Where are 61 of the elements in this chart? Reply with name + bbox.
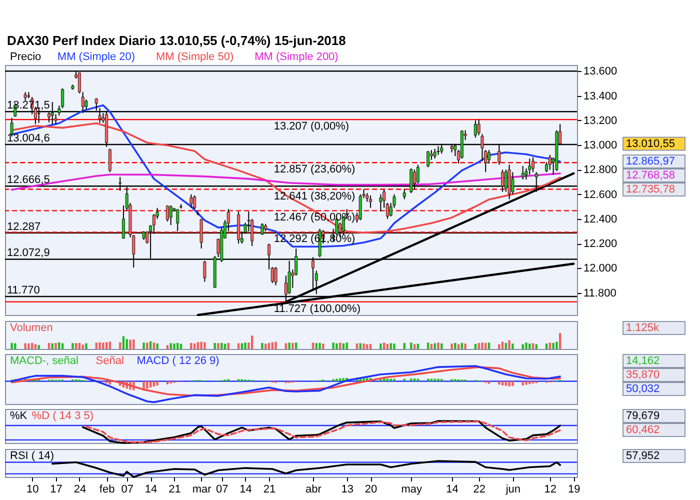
- x-tick-label: 10: [26, 484, 39, 496]
- x-tick-label: 19: [568, 484, 580, 496]
- ref-line-label: 11.770: [7, 284, 40, 297]
- y-tick-label: 13.400: [584, 90, 618, 102]
- x-tick-label: may: [401, 484, 423, 496]
- x-tick-label: abr: [306, 484, 322, 496]
- text: 50,032: [626, 383, 660, 395]
- text: MM (Simple 200): [254, 51, 338, 63]
- text: MM (Simple 20): [57, 51, 136, 63]
- ref-line-label: 12.287: [7, 220, 41, 233]
- x-tick-label: 21: [168, 484, 181, 496]
- y-tick-label: 13.600: [584, 66, 618, 78]
- y-tick-label: 12.600: [584, 188, 618, 201]
- text: MM (Simple 50): [156, 51, 234, 63]
- ref-line-label: 13.207 (0,00%): [274, 120, 350, 133]
- chart-title: DAX30 Perf Index Diario 13.010,55 (-0,74%) 15-jun-2018: [7, 33, 346, 48]
- text: 12.735,78: [626, 184, 675, 196]
- text: 14,162: [626, 355, 660, 367]
- y-tick-label: 13.200: [584, 114, 618, 127]
- x-tick-label: 20: [364, 484, 378, 496]
- y-tick-label: 11.800: [584, 287, 616, 300]
- series-label: Volumen: [10, 322, 53, 334]
- x-tick-label: 24: [74, 484, 86, 496]
- text: 12.865,97: [626, 156, 675, 168]
- x-tick-label: 14: [446, 484, 458, 496]
- x-tick-label: mar: [192, 484, 212, 496]
- ref-line-label: 13.004,6: [7, 132, 50, 144]
- x-tick-label: jun: [504, 484, 521, 496]
- y-tick-label: 12.800: [584, 164, 618, 176]
- ref-line-label: 12.072,9: [7, 247, 50, 260]
- text: 1.125k: [626, 322, 660, 334]
- x-tick-label: 13: [341, 484, 354, 496]
- ref-line-label: 11.727 (100,00%): [274, 302, 360, 315]
- text: 12.768,58: [626, 170, 675, 182]
- x-tick-label: 14: [240, 484, 252, 496]
- x-tick-label: 12: [544, 484, 557, 496]
- text: 13.010,55: [626, 138, 675, 150]
- series-label: MACD-, señal: [10, 355, 78, 367]
- text: 57,952: [626, 450, 660, 462]
- ref-line-label: 12.666,5: [7, 174, 50, 186]
- x-tick-label: 21: [263, 484, 276, 496]
- x-tick-label: 07: [216, 484, 228, 496]
- x-tick-label: feb: [99, 484, 115, 496]
- legend-title: Precio: [10, 51, 42, 63]
- y-tick-label: 13.000: [584, 140, 618, 152]
- y-tick-label: 12.400: [584, 213, 618, 226]
- series-label: %D ( 14 3 5): [32, 410, 94, 422]
- ref-line-label: 12.857 (23,60%): [274, 164, 356, 176]
- y-tick-label: 12.000: [584, 262, 618, 275]
- x-tick-label: 22: [473, 484, 486, 496]
- x-tick-label: 14: [144, 484, 158, 496]
- y-tick-label: 12.200: [584, 238, 618, 250]
- series-label: RSI ( 14): [10, 450, 54, 462]
- text: MACD ( 12 26 9): [136, 355, 220, 367]
- text: 60,462: [626, 424, 660, 436]
- series-label: Señal: [96, 355, 124, 367]
- text: %K: [10, 410, 28, 422]
- text: 35,870: [626, 369, 660, 381]
- text: 79,679: [626, 410, 660, 422]
- x-tick-label: 17: [50, 484, 62, 496]
- x-tick-label: 07: [121, 484, 134, 496]
